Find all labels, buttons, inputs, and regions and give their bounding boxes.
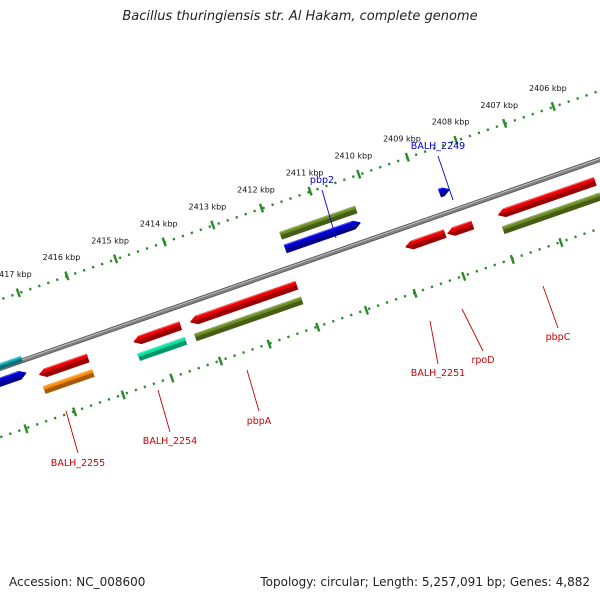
- gene-leader-line: [157, 389, 171, 433]
- inner-major-tick: [266, 339, 272, 349]
- gene-label: pbp2: [310, 175, 334, 186]
- kbp-major-tick: [502, 118, 508, 129]
- kbp-major-tick: [112, 254, 119, 264]
- gene-label: BALH_2249: [411, 141, 465, 152]
- kbp-tick-label: 2413 kbp: [189, 202, 227, 211]
- kbp-major-tick: [356, 169, 362, 179]
- inner-major-tick: [412, 288, 418, 298]
- gene-leader-line: [437, 155, 454, 201]
- gene-leader-line: [246, 369, 260, 412]
- kbp-tick-label: 2411 kbp: [286, 169, 324, 178]
- cog-feature-pbpC: [501, 192, 600, 235]
- inner-major-tick: [71, 407, 78, 417]
- kbp-tick-label: 2410 kbp: [334, 152, 372, 161]
- kbp-tick-label: 2407 kbp: [480, 101, 518, 110]
- map-title: Bacillus thuringiensis str. Al Hakam, co…: [122, 9, 478, 24]
- inner-major-tick: [509, 254, 515, 265]
- genome-backbone: [0, 157, 600, 371]
- outer-tick-track: [0, 89, 600, 301]
- gene-leader-line: [321, 189, 337, 239]
- gene-feature-pbp2: [283, 220, 361, 254]
- gene-label: BALH_2254: [143, 436, 197, 447]
- kbp-tick-label: 2414 kbp: [140, 219, 178, 228]
- kbp-major-tick: [307, 186, 313, 196]
- kbp-major-tick: [161, 237, 167, 247]
- gene-feature-BALH_2255: [38, 353, 90, 377]
- cog-feature-left-cyan: [0, 356, 23, 370]
- label-layer: BALH_2249 pbp2 BALH_2251 rpoD pbpC pbpA BALH_2…: [51, 141, 571, 469]
- cog-feature-pbp2: [279, 205, 358, 240]
- gene-feature-pbpC: [497, 177, 597, 218]
- gene-label: rpoD: [471, 355, 494, 366]
- kbp-tick-label: 2417 kbp: [0, 270, 32, 279]
- inner-major-tick: [363, 305, 370, 315]
- accession-text: Accession: NC_008600: [9, 575, 146, 589]
- kbp-major-tick: [453, 135, 459, 145]
- inner-major-tick: [315, 322, 321, 332]
- gene-leader-line: [542, 285, 559, 329]
- gene-feature-rpoD: [447, 220, 475, 236]
- inner-major-tick: [217, 356, 224, 366]
- cog-feature-BALH_2255: [42, 369, 95, 394]
- gene-label: BALH_2255: [51, 458, 105, 469]
- cog-feature-pbpA: [194, 296, 304, 342]
- gene-feature-left-blue: [0, 371, 27, 388]
- gene-label: pbpC: [546, 332, 571, 343]
- gene-leader-line: [429, 320, 439, 365]
- kbp-major-tick: [15, 288, 21, 298]
- gene-label: pbpA: [247, 416, 272, 427]
- kbp-tick-label: 2406 kbp: [529, 84, 567, 93]
- gene-label: BALH_2251: [411, 368, 465, 379]
- kbp-major-tick: [550, 101, 556, 112]
- inner-major-tick: [169, 373, 175, 383]
- inner-major-tick: [23, 424, 29, 434]
- gene-leader-line: [65, 410, 79, 454]
- backbone-highlight: [0, 158, 600, 368]
- feature-layer: [0, 177, 600, 394]
- topology-text: Topology: circular; Length: 5,257,091 bp…: [260, 575, 590, 589]
- inner-major-tick: [558, 237, 564, 248]
- kbp-tick-label: 2415 kbp: [91, 236, 129, 245]
- kbp-major-tick: [210, 220, 216, 230]
- kbp-major-tick: [404, 152, 410, 162]
- backbone-layer: [0, 156, 600, 372]
- gene-feature-pbpA: [189, 281, 299, 325]
- kbp-tick-label: 2408 kbp: [432, 118, 470, 127]
- tick-layer: 2406 kbp 2407 kbp 2408 kbp 2409 kbp 2410 kbp…: [0, 84, 600, 439]
- inner-major-tick: [120, 390, 126, 400]
- inner-major-tick: [461, 271, 467, 282]
- kbp-major-tick: [258, 203, 265, 213]
- kbp-tick-label: 2409 kbp: [383, 135, 421, 144]
- kbp-tick-label: 2416 kbp: [43, 253, 81, 262]
- gene-leader-line: [461, 308, 484, 352]
- kbp-tick-label: 2412 kbp: [237, 185, 275, 194]
- cog-feature-BALH_2254: [137, 337, 188, 361]
- gene-feature-BALH_2254: [133, 321, 183, 345]
- gene-feature-BALH_2249: [438, 187, 450, 198]
- gene-feature-BALH_2251: [405, 229, 447, 250]
- kbp-major-tick: [64, 271, 70, 281]
